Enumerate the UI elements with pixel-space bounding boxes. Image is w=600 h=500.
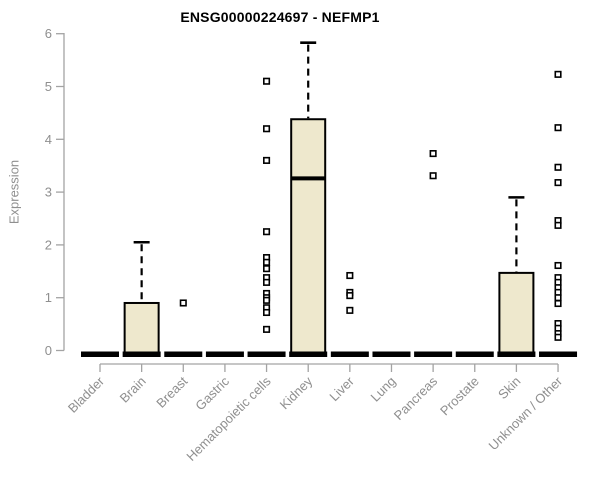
- outlier-point: [263, 77, 271, 85]
- y-tick-label: 2: [45, 237, 52, 252]
- x-tick-label: Brain: [117, 374, 149, 406]
- y-tick-label: 3: [45, 185, 52, 200]
- zero-bar: [455, 351, 494, 357]
- outlier-point: [263, 125, 271, 133]
- box: [123, 301, 160, 354]
- zero-bar: [122, 351, 161, 357]
- outlier-point: [554, 261, 562, 270]
- x-tick-label: Liver: [326, 373, 357, 404]
- zero-bar: [289, 351, 328, 357]
- outlier-point: [263, 278, 271, 286]
- outlier-point: [346, 271, 354, 280]
- outlier-point: [263, 325, 271, 333]
- outlier-point: [263, 308, 271, 317]
- outlier-point: [263, 156, 271, 164]
- zero-bar: [414, 351, 453, 357]
- zero-bar: [247, 351, 286, 357]
- outlier-point: [263, 228, 271, 236]
- outlier-point: [554, 294, 562, 302]
- zero-bar: [81, 351, 119, 357]
- x-tick-label: Lung: [368, 374, 399, 405]
- outlier-point: [346, 292, 354, 300]
- y-tick-label: 5: [45, 79, 52, 94]
- outlier-point: [554, 299, 562, 308]
- outlier-point: [263, 258, 271, 266]
- zero-bar: [164, 351, 203, 357]
- x-tick-label: Prostate: [437, 374, 482, 419]
- outlier-point: [179, 299, 187, 307]
- zero-bar: [205, 351, 244, 357]
- outlier-point: [554, 333, 562, 341]
- outlier-point: [346, 306, 354, 314]
- y-tick-label: 6: [45, 26, 52, 41]
- x-tick-label: Breast: [153, 373, 190, 410]
- outlier-point: [554, 124, 562, 132]
- outlier-point: [554, 163, 562, 171]
- outlier-point: [263, 265, 271, 273]
- x-tick-label: Kidney: [277, 373, 316, 412]
- box: [290, 118, 327, 354]
- outlier-point: [263, 296, 271, 304]
- x-tick-label: Gastric: [192, 373, 232, 413]
- outlier-point: [429, 150, 437, 158]
- outlier-point: [554, 179, 562, 187]
- outlier-point: [554, 70, 562, 78]
- box: [498, 271, 535, 354]
- x-tick-label: Pancreas: [391, 373, 441, 423]
- y-tick-label: 0: [45, 343, 52, 358]
- y-tick-label: 4: [45, 132, 52, 147]
- outlier-point: [554, 221, 562, 229]
- chart-title: ENSG00000224697 - NEFMP1: [180, 9, 380, 25]
- x-tick-label: Skin: [495, 374, 523, 402]
- outlier-point: [429, 172, 437, 180]
- zero-bar: [539, 351, 578, 357]
- zero-bar: [330, 351, 369, 357]
- x-tick-label: Unknown / Other: [486, 373, 566, 453]
- zero-bar: [497, 351, 536, 357]
- x-tick-label: Bladder: [65, 373, 108, 416]
- y-tick-label: 1: [45, 290, 52, 305]
- zero-bar: [372, 351, 411, 357]
